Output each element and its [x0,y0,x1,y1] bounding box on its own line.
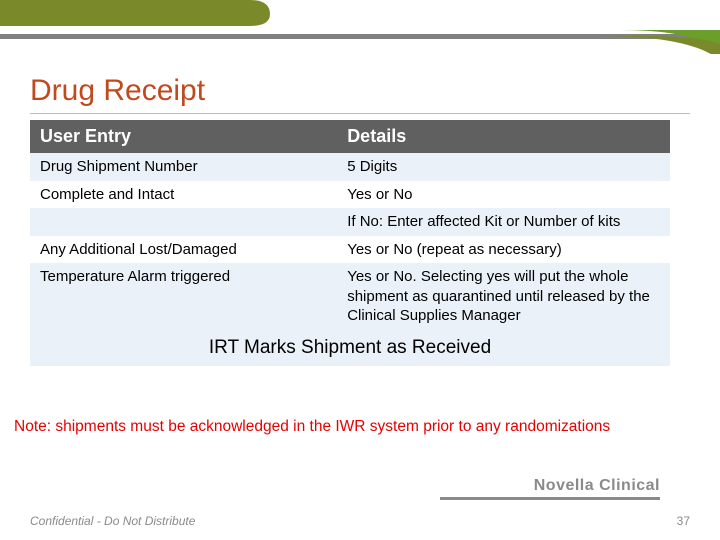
cell-user-entry: Temperature Alarm triggered [30,263,337,330]
table-row: Complete and Intact Yes or No [30,181,670,209]
title-underline [30,113,690,114]
cell-details: Yes or No. Selecting yes will put the wh… [337,263,670,330]
cell-user-entry: Drug Shipment Number [30,153,337,181]
cell-user-entry: Any Additional Lost/Damaged [30,236,337,264]
cell-details: 5 Digits [337,153,670,181]
page-number: 37 [677,514,690,528]
brand-bar [440,497,660,500]
cell-user-entry [30,208,337,236]
table-footer-row: IRT Marks Shipment as Received [30,330,670,367]
confidential-footer: Confidential - Do Not Distribute [30,514,195,528]
table-row: Any Additional Lost/Damaged Yes or No (r… [30,236,670,264]
drug-receipt-table: User Entry Details Drug Shipment Number … [30,120,670,366]
table-row: Drug Shipment Number 5 Digits [30,153,670,181]
cell-user-entry: Complete and Intact [30,181,337,209]
table-header-details: Details [337,120,670,153]
table-row: If No: Enter affected Kit or Number of k… [30,208,670,236]
table-row: Temperature Alarm triggered Yes or No. S… [30,263,670,330]
cell-details: Yes or No (repeat as necessary) [337,236,670,264]
cell-details: Yes or No [337,181,670,209]
brand-logo: Novella Clinical [440,477,660,500]
slide-title: Drug Receipt [30,74,205,108]
table-footer-text: IRT Marks Shipment as Received [30,330,670,367]
note-text: Note: shipments must be acknowledged in … [14,418,710,436]
top-decoration [0,0,720,54]
cell-details: If No: Enter affected Kit or Number of k… [337,208,670,236]
brand-name: Novella Clinical [440,477,660,495]
table-header-user-entry: User Entry [30,120,337,153]
